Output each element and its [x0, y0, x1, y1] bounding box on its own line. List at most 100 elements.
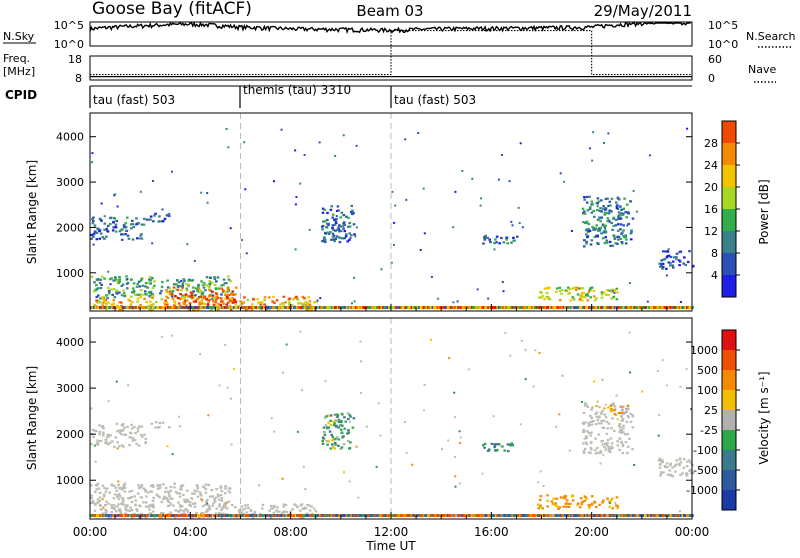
scatter-cell	[484, 234, 487, 237]
near-range-cell	[168, 514, 171, 517]
near-range-cell	[273, 306, 276, 309]
near-range-cell	[627, 306, 630, 309]
scatter-cell	[118, 278, 121, 281]
near-range-cell	[642, 514, 645, 517]
near-range-cell	[354, 306, 357, 309]
scatter-cell	[609, 244, 612, 247]
scatter-cell	[589, 434, 592, 437]
scatter-cell	[620, 411, 624, 414]
scatter-cell	[103, 228, 106, 231]
scatter-cell	[546, 494, 549, 497]
scatter-cell	[573, 286, 577, 289]
near-range-cell	[312, 514, 315, 517]
near-range-cell	[153, 514, 155, 517]
scatter-cell	[104, 508, 107, 512]
near-range-cell	[550, 514, 553, 517]
near-range-cell	[418, 306, 420, 309]
scatter-cell	[661, 265, 665, 269]
scatter-cell	[121, 501, 124, 504]
scatter-cell	[583, 196, 586, 199]
scatter-cell	[168, 290, 172, 293]
scatter-cell	[217, 303, 220, 306]
isolated-echo	[101, 498, 104, 501]
scatter-cell	[548, 286, 551, 289]
scatter-cell	[118, 291, 121, 294]
scatter-cell	[122, 224, 126, 227]
isolated-echo	[354, 235, 357, 238]
scatter-cell	[171, 291, 174, 294]
scatter-cell	[325, 226, 329, 229]
scatter-cell	[90, 484, 93, 487]
scatter-cell	[347, 216, 350, 219]
scatter-cell	[663, 465, 667, 469]
scatter-cell	[346, 439, 350, 443]
scatter-cell	[151, 293, 154, 296]
nave-trace	[90, 30, 692, 76]
scatter-cell	[167, 213, 171, 216]
scatter-cell	[616, 235, 619, 238]
scatter-cell	[187, 279, 191, 282]
scatter-cell	[337, 444, 340, 447]
scatter-cell	[224, 297, 227, 300]
scatter-cell	[592, 226, 596, 230]
scatter-cell	[136, 297, 140, 300]
near-range-cell	[658, 514, 661, 517]
near-range-cell	[129, 306, 131, 309]
scatter-cell	[104, 441, 107, 445]
near-range-cell	[94, 514, 97, 517]
near-range-cell	[320, 306, 323, 309]
near-range-cell	[388, 306, 390, 309]
scatter-cell	[331, 435, 335, 439]
near-range-cell	[676, 514, 679, 517]
near-range-cell	[521, 514, 524, 517]
isolated-echo	[517, 206, 520, 209]
scatter-cell	[505, 236, 508, 239]
near-range-cell	[466, 306, 469, 309]
scatter-cell	[614, 242, 617, 245]
scatter-cell	[164, 299, 167, 302]
scatter-cell	[624, 441, 628, 444]
scatter-cell	[603, 211, 607, 215]
scatter-cell	[582, 451, 586, 454]
near-range-cell	[508, 306, 511, 309]
scatter-cell	[225, 295, 229, 298]
near-range-cell	[106, 306, 109, 309]
scatter-cell	[334, 443, 337, 446]
isolated-echo	[667, 248, 670, 251]
scatter-cell	[303, 297, 306, 300]
scatter-cell	[538, 296, 541, 299]
scatter-cell	[685, 465, 689, 468]
near-range-cell	[636, 514, 639, 517]
scatter-cell	[483, 236, 486, 239]
near-range-cell	[236, 514, 238, 517]
near-range-cell	[412, 306, 414, 309]
scatter-cell	[595, 415, 599, 418]
near-range-cell	[579, 514, 581, 517]
velocity-ylabel: Slant Range [km]	[25, 366, 39, 470]
scatter-cell	[137, 487, 141, 490]
scatter-cell	[214, 287, 218, 291]
scatter-cell	[592, 289, 596, 292]
near-range-cell	[597, 514, 599, 517]
isolated-echo	[479, 204, 482, 207]
scatter-cell	[179, 505, 183, 509]
freq-left-tick-top: 18	[68, 53, 82, 66]
scatter-cell	[234, 300, 238, 303]
scatter-cell	[163, 301, 166, 304]
scatter-cell	[268, 509, 271, 512]
scatter-cell	[629, 420, 633, 423]
scatter-cell	[624, 211, 628, 214]
isolated-echo	[454, 475, 457, 478]
isolated-echo	[107, 400, 110, 403]
scatter-cell	[615, 204, 619, 208]
scatter-cell	[183, 294, 186, 297]
scatter-cell	[198, 491, 202, 494]
near-range-cell	[639, 306, 642, 309]
scatter-cell	[597, 200, 601, 203]
scatter-cell	[185, 500, 188, 503]
near-range-cell	[615, 306, 617, 309]
scatter-cell	[618, 423, 622, 426]
scatter-cell	[587, 432, 591, 435]
scatter-cell	[615, 242, 619, 245]
scatter-cell	[332, 228, 335, 231]
